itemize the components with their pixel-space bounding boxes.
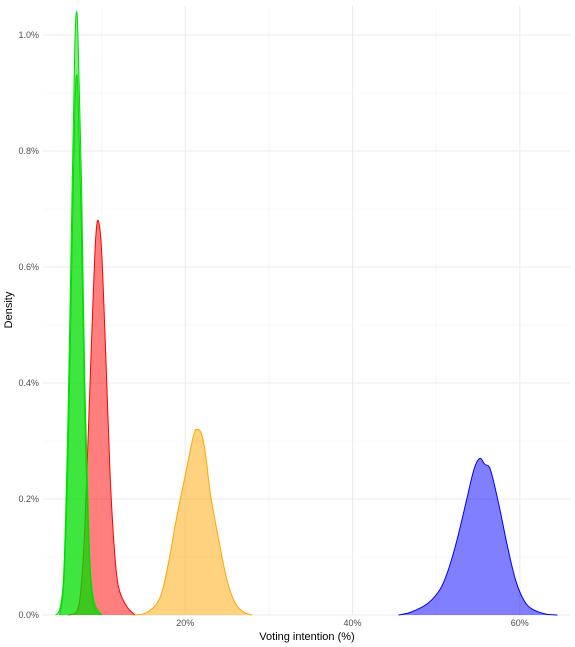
density-series-5: [59, 74, 102, 616]
density-series-2: [134, 428, 253, 616]
y-tick-label: 0.2%: [18, 494, 39, 504]
y-tick-label: 0.0%: [18, 610, 39, 620]
density-area: [398, 458, 558, 615]
y-tick-label: 0.4%: [18, 378, 39, 388]
x-tick-label: 20%: [176, 618, 194, 628]
density-outline: [134, 428, 253, 616]
y-axis-title: Density: [3, 291, 15, 328]
density-area: [59, 74, 102, 615]
density-outline: [398, 457, 558, 616]
y-tick-label: 0.6%: [18, 262, 39, 272]
x-axis-title: Voting intention (%): [259, 631, 354, 643]
density-series-1: [398, 457, 558, 616]
density-area: [68, 220, 136, 615]
x-tick-label: 60%: [511, 618, 529, 628]
series-layer: [55, 11, 558, 616]
density-outline: [59, 74, 102, 616]
y-tick-label: 0.8%: [18, 146, 39, 156]
tick-layer: 20% 40% 60% 0.0% 0.2% 0.4% 0.6% 0.8% 1.0%: [18, 30, 528, 628]
y-tick-label: 1.0%: [18, 30, 39, 40]
x-tick-label: 40%: [344, 618, 362, 628]
density-outline: [55, 11, 103, 616]
density-area: [135, 429, 253, 615]
